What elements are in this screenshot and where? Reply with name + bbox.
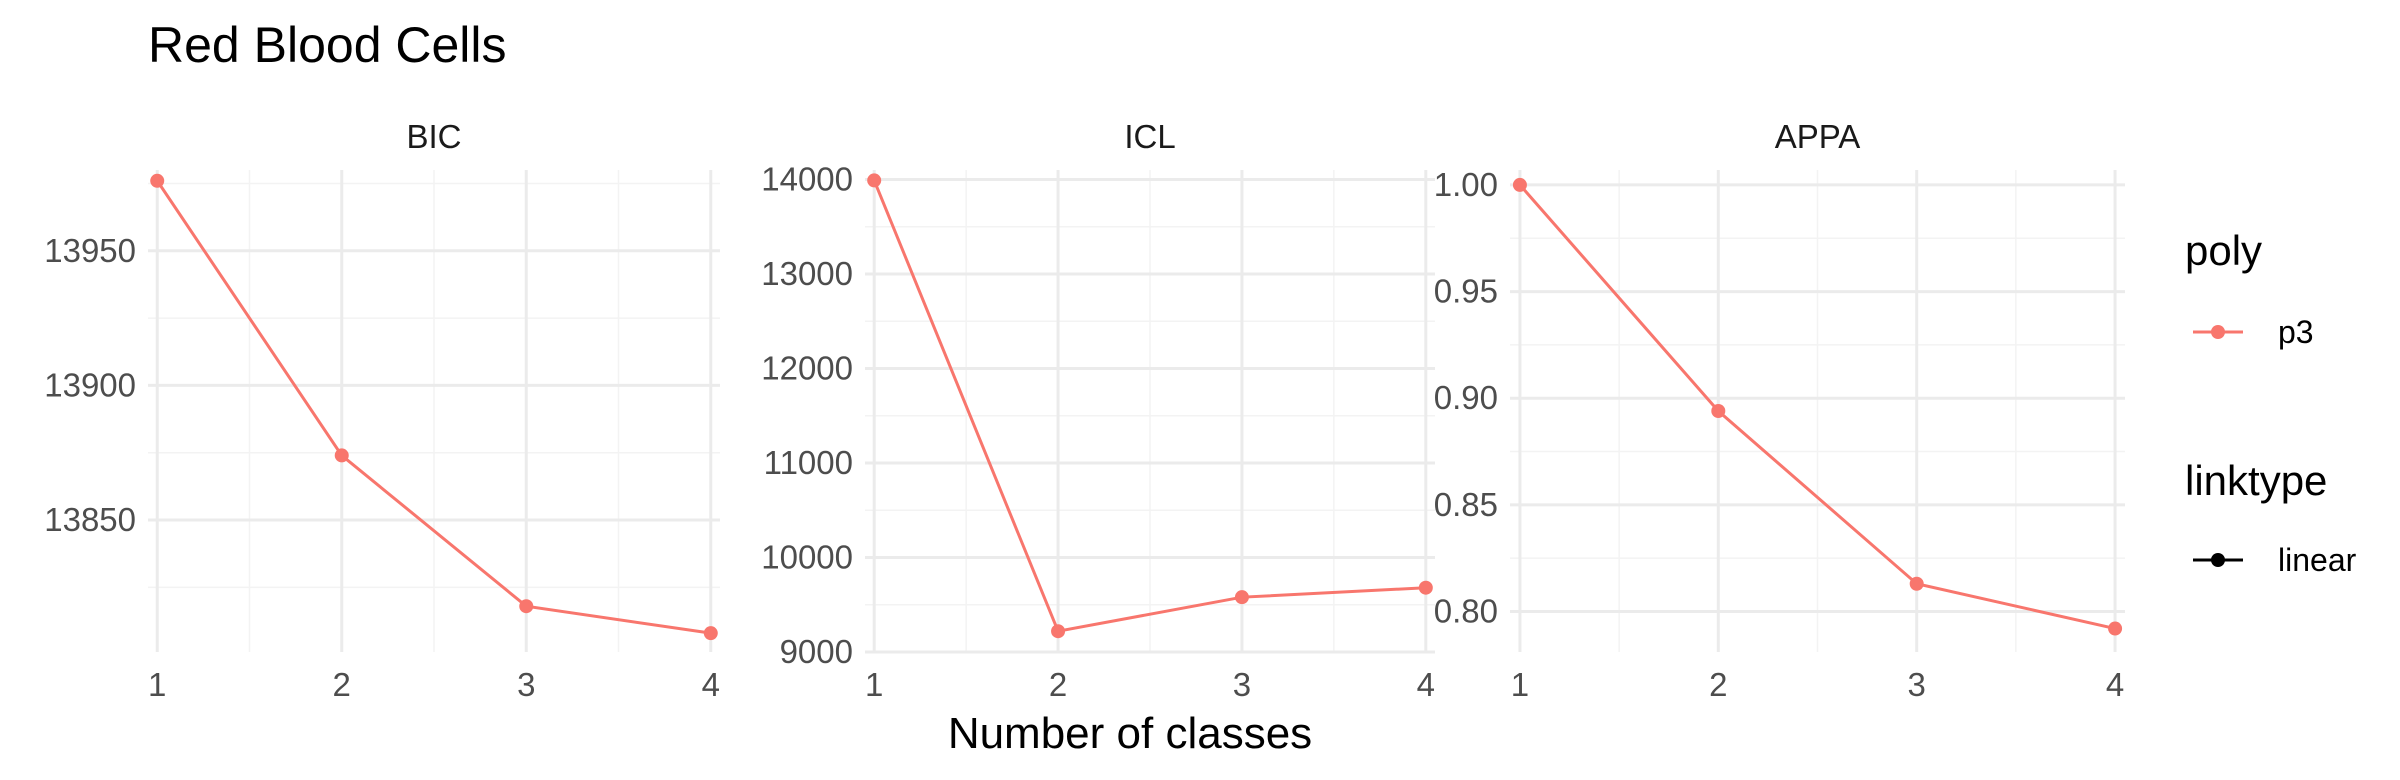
y-tick-label: 0.90 — [1434, 379, 1498, 416]
data-point — [1711, 404, 1726, 418]
facet-strip-label: APPA — [1775, 118, 1861, 155]
x-tick-label: 4 — [1417, 666, 1435, 703]
data-point — [1051, 624, 1066, 639]
y-tick-label: 0.95 — [1434, 273, 1498, 310]
y-tick-label: 0.80 — [1434, 592, 1498, 629]
data-point — [1234, 590, 1249, 605]
x-axis-label: Number of classes — [948, 709, 1312, 758]
y-tick-label: 12000 — [761, 349, 853, 386]
facet-icl: ICL 1 2 3 4 9000 10000 11000 12000 13000 14000 — [761, 118, 1435, 703]
x-tick-label: 2 — [1709, 666, 1727, 703]
series-line-p3 — [1518, 183, 2116, 631]
legend-key-point — [2211, 325, 2225, 339]
y-tick-label: 1.00 — [1434, 166, 1498, 203]
data-point — [703, 626, 718, 641]
x-tick-label: 1 — [1511, 666, 1529, 703]
y-tick-label: 11000 — [764, 444, 853, 481]
data-point — [1512, 177, 1527, 192]
x-tick-label: 4 — [2106, 666, 2124, 703]
facet-appa: APPA 1 2 3 4 0.80 0.85 0.90 0.95 1.00 — [1434, 118, 2125, 703]
y-tick-label: 10000 — [761, 538, 853, 575]
x-tick-label: 1 — [148, 666, 166, 703]
data-point — [2108, 621, 2123, 636]
legend-key-point — [2211, 553, 2225, 567]
legend-title-poly: poly — [2185, 227, 2262, 274]
legend-title-linktype: linktype — [2185, 457, 2327, 504]
data-point — [150, 173, 165, 188]
data-point — [1418, 580, 1433, 595]
facet-strip-label: ICL — [1124, 118, 1175, 155]
x-tick-label: 2 — [333, 666, 351, 703]
y-tick-label: 9000 — [780, 633, 853, 670]
data-point — [867, 173, 882, 188]
x-tick-label: 4 — [702, 666, 720, 703]
legend: poly p3 linktype linear — [2185, 227, 2357, 578]
series-line-p3 — [155, 179, 711, 635]
data-point — [334, 448, 349, 463]
data-point — [1909, 576, 1924, 591]
y-tick-label: 14000 — [761, 160, 853, 197]
chart-title: Red Blood Cells — [148, 17, 507, 73]
x-tick-label: 3 — [517, 666, 535, 703]
x-tick-label: 2 — [1049, 666, 1067, 703]
y-tick-label: 13000 — [761, 255, 853, 292]
y-tick-label: 13850 — [44, 501, 136, 538]
x-tick-label: 1 — [865, 666, 883, 703]
y-tick-label: 13900 — [44, 366, 136, 403]
facet-strip-label: BIC — [406, 118, 461, 155]
facet-bic: BIC 1 2 3 4 13850 13900 13950 — [44, 118, 720, 703]
data-point — [519, 599, 534, 614]
y-tick-label: 13950 — [44, 232, 136, 269]
x-tick-label: 3 — [1233, 666, 1251, 703]
series-line-p3 — [872, 179, 1426, 633]
y-tick-label: 0.85 — [1434, 486, 1498, 523]
legend-label-p3: p3 — [2278, 314, 2314, 350]
legend-label-linear: linear — [2278, 542, 2357, 578]
x-tick-label: 3 — [1908, 666, 1926, 703]
